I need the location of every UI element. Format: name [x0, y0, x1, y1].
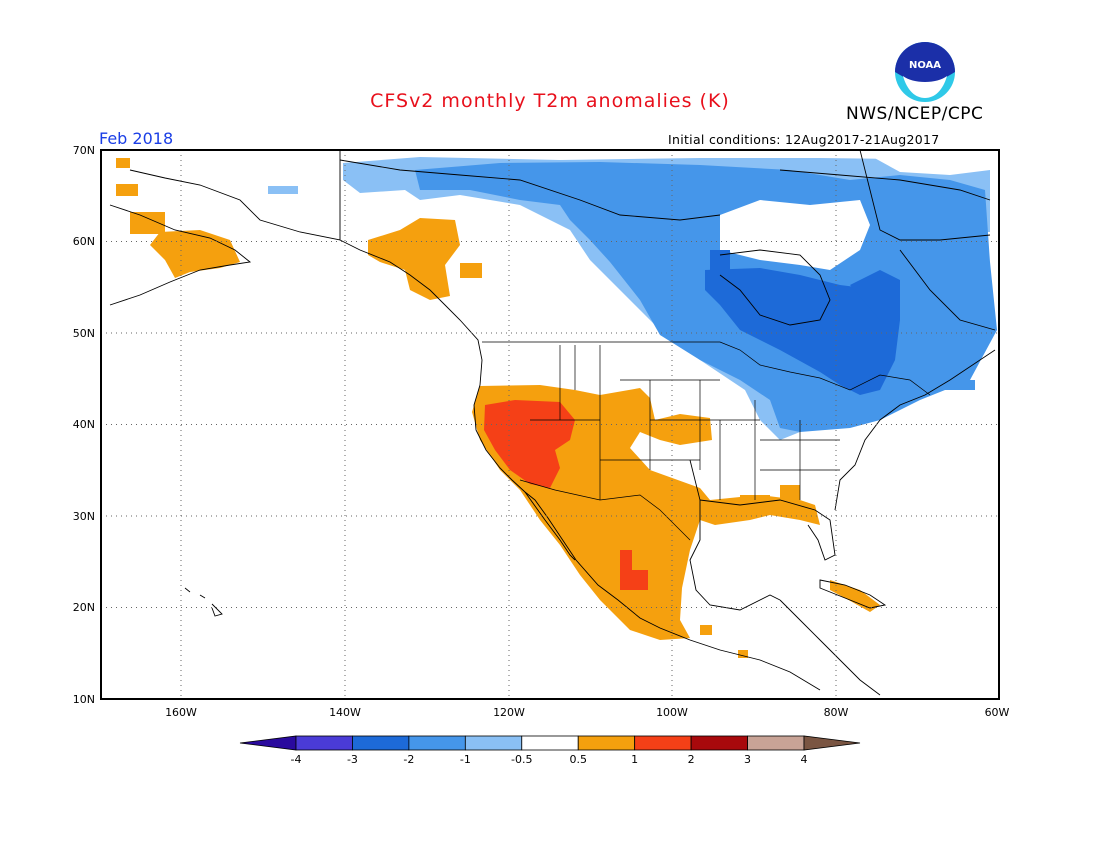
colorbar-box	[690, 735, 748, 751]
agency-label: NWS/NCEP/CPC	[846, 104, 984, 124]
logo-text: NOAA	[909, 60, 941, 71]
forecast-period: Feb 2018	[99, 129, 174, 148]
colorbar-boxes	[239, 735, 861, 751]
colorbar-box	[352, 735, 410, 751]
map-content	[109, 150, 997, 696]
colorbar-label: 4	[801, 753, 808, 766]
anomaly-plus-1	[484, 400, 648, 590]
lon-tick: 140W	[329, 706, 361, 719]
noaa-logo: NOAA	[895, 42, 955, 102]
lon-tick: 60W	[985, 706, 1010, 719]
lon-tick: 100W	[656, 706, 688, 719]
colorbar-label: 3	[744, 753, 751, 766]
colorbar-label: -2	[403, 753, 414, 766]
colorbar-box	[464, 735, 523, 751]
colorbar-end-high	[803, 735, 861, 751]
lat-tick: 20N	[73, 601, 95, 614]
colorbar-box	[747, 735, 805, 751]
lat-tick: 40N	[73, 418, 95, 431]
colorbar-label: 2	[688, 753, 695, 766]
colorbar-label: -3	[347, 753, 358, 766]
lon-labels: 160W 140W 120W 100W 80W 60W	[165, 706, 1009, 719]
lat-tick: 50N	[73, 327, 95, 340]
colorbar-label: 1	[631, 753, 638, 766]
neutral-north	[720, 150, 990, 270]
lat-tick: 10N	[73, 693, 95, 706]
map-title: CFSv2 monthly T2m anomalies (K)	[370, 90, 730, 112]
colorbar-end-low	[239, 735, 297, 751]
political-borders	[482, 341, 931, 541]
colorbar-box	[634, 735, 692, 751]
lon-tick: 80W	[824, 706, 849, 719]
colorbar-labels: -4 -3 -2 -1 -0.5 0.5 1 2 3 4	[291, 753, 808, 766]
coastlines	[109, 150, 996, 696]
colorbar-label: 0.5	[569, 753, 587, 766]
colorbar-label: -0.5	[511, 753, 532, 766]
colorbar-box	[577, 735, 636, 751]
colorbar-label: -4	[291, 753, 302, 766]
colorbar-box	[295, 735, 353, 751]
colorbar-box	[521, 735, 579, 751]
initial-conditions: Initial conditions: 12Aug2017-21Aug2017	[668, 132, 940, 147]
colorbar-box	[408, 735, 466, 751]
anomaly-minus-2	[705, 250, 900, 395]
colorbar-label: -1	[460, 753, 471, 766]
lon-tick: 120W	[493, 706, 525, 719]
lat-tick: 60N	[73, 235, 95, 248]
lat-labels: 70N 60N 50N 40N 30N 20N 10N	[73, 144, 95, 706]
lon-tick: 160W	[165, 706, 197, 719]
lat-tick: 70N	[73, 144, 95, 157]
lat-tick: 30N	[73, 510, 95, 523]
map-frame	[100, 149, 1000, 700]
